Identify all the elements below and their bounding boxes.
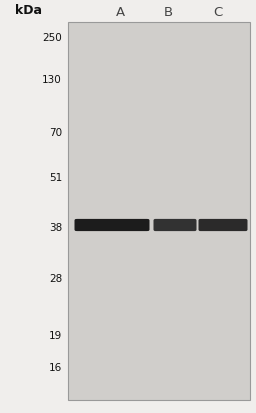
Text: 28: 28 xyxy=(49,274,62,284)
Text: 51: 51 xyxy=(49,173,62,183)
FancyBboxPatch shape xyxy=(154,218,196,232)
FancyBboxPatch shape xyxy=(199,218,247,232)
Text: 70: 70 xyxy=(49,128,62,138)
Text: 16: 16 xyxy=(49,363,62,373)
Text: A: A xyxy=(115,5,125,19)
Text: 38: 38 xyxy=(49,223,62,233)
FancyBboxPatch shape xyxy=(76,218,148,232)
Text: kDa: kDa xyxy=(15,3,41,17)
FancyBboxPatch shape xyxy=(198,219,248,231)
FancyBboxPatch shape xyxy=(199,218,247,232)
FancyBboxPatch shape xyxy=(74,219,150,231)
FancyBboxPatch shape xyxy=(76,218,148,232)
Text: 250: 250 xyxy=(42,33,62,43)
Text: B: B xyxy=(163,5,173,19)
FancyBboxPatch shape xyxy=(154,219,197,231)
Text: 19: 19 xyxy=(49,331,62,341)
Text: C: C xyxy=(213,5,223,19)
FancyBboxPatch shape xyxy=(154,218,196,232)
Bar xyxy=(68,22,250,400)
Text: 130: 130 xyxy=(42,75,62,85)
